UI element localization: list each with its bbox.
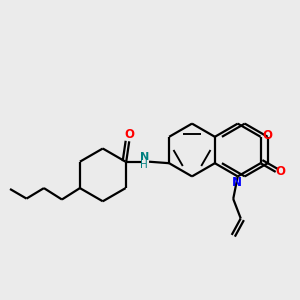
- Text: N: N: [232, 176, 242, 190]
- Text: H: H: [140, 160, 148, 170]
- Text: O: O: [262, 129, 272, 142]
- Text: O: O: [275, 165, 285, 178]
- Text: O: O: [125, 128, 135, 141]
- Text: N: N: [140, 152, 149, 162]
